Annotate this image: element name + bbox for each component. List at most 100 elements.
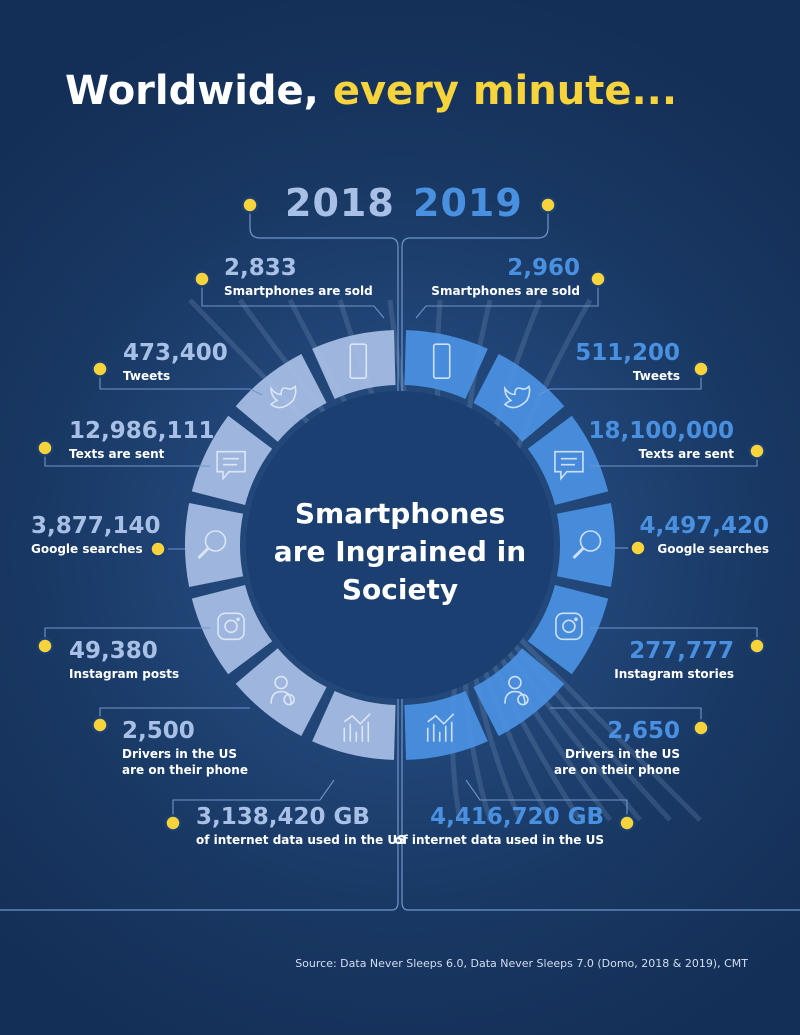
stat-value-2019-twitter-bird: 511,200: [575, 340, 680, 366]
stat-value-2018-instagram: 49,380: [69, 638, 158, 664]
driver-icon-2018: [270, 675, 295, 706]
stat-connector-2018-data-chart: [172, 779, 335, 823]
center-heading: Smartphones are Ingrained in Society: [273, 497, 527, 606]
stat-connector-2019-smartphone: [415, 279, 599, 319]
ring-segment-2018-search: [184, 503, 244, 587]
stat-connector-2018-twitter-bird: [99, 369, 263, 396]
stat-2019-text-message: 18,100,000 Texts are sent: [494, 418, 734, 462]
bullet-dot-2018-twitter-bird: [91, 360, 109, 378]
text-message-icon-2018: [216, 450, 246, 481]
connector-lines: [0, 212, 800, 911]
stat-label-2019-smartphone: Smartphones are sold: [431, 284, 580, 298]
data-chart-icon-2018: [343, 713, 371, 742]
stat-connector-2019-data-chart: [465, 779, 628, 823]
bullet-dot-2018-search: [149, 540, 167, 558]
twitter-bird-icon-2019: [503, 384, 531, 409]
stat-value-2018-data-chart: 3,138,420 GB: [196, 804, 370, 830]
bullet-dot-2019-driver: [692, 719, 710, 737]
stat-label-2018-instagram: Instagram posts: [69, 667, 180, 681]
bullet-dot-2018-driver: [91, 716, 109, 734]
stat-value-2018-search: 3,877,140: [31, 513, 161, 539]
stat-value-2018-text-message: 12,986,111: [69, 418, 215, 444]
text-message-icon-2019: [554, 450, 584, 481]
bullet-dot-2018-data-chart: [164, 814, 182, 832]
stat-value-2018-smartphone: 2,833: [224, 255, 297, 281]
stat-2018-twitter-bird: 473,400 Tweets: [123, 340, 363, 384]
stat-2019-search: 4,497,420 Google searches: [529, 513, 770, 557]
stat-label-2019-search: Google searches: [657, 542, 769, 556]
bullet-dot-2018-text-message: [36, 439, 54, 457]
bullet-dot-2019-data-chart: [618, 814, 636, 832]
year-2019-header: 2019: [413, 181, 523, 225]
ring-segment-2019-twitter-bird: [473, 353, 565, 442]
stat-value-2019-instagram: 277,777: [629, 638, 734, 664]
ring-segment-2018-instagram: [191, 584, 273, 675]
ring-segment-2019-instagram: [527, 584, 609, 675]
stat-2018-driver: 2,500 Drivers in the US are on their phon…: [122, 718, 362, 778]
search-icon-2019: [572, 530, 602, 560]
stat-value-2019-driver: 2,650: [607, 718, 680, 744]
stat-label-2019-driver: Drivers in the US are on their phone: [554, 747, 680, 777]
ring-segment-2018-text-message: [191, 415, 273, 506]
year-2018-header: 2018: [285, 181, 395, 225]
stat-connector-2019-twitter-bird: [537, 369, 702, 396]
bullet-dot-year-2019: [539, 196, 557, 214]
bullet-dot-2019-instagram: [748, 637, 766, 655]
instagram-icon-2018: [217, 612, 245, 641]
stat-value-2019-smartphone: 2,960: [507, 255, 580, 281]
center-circle: [246, 391, 554, 699]
stat-value-2018-twitter-bird: 473,400: [123, 340, 228, 366]
search-icon-2018: [197, 530, 227, 560]
stat-label-2018-smartphone: Smartphones are sold: [224, 284, 373, 298]
stat-2019-driver: 2,650 Drivers in the US are on their phon…: [440, 718, 680, 778]
stat-value-2019-data-chart: 4,416,720 GB: [430, 804, 604, 830]
stat-value-2019-text-message: 18,100,000: [588, 418, 734, 444]
stat-2018-smartphone: 2,833 Smartphones are sold: [224, 255, 464, 299]
smartphone-icon-2019: [432, 343, 451, 380]
stat-label-2018-twitter-bird: Tweets: [123, 369, 171, 383]
page-title: Worldwide, every minute...: [65, 68, 677, 114]
driver-icon-2019: [504, 675, 529, 706]
stat-value-2018-driver: 2,500: [122, 718, 195, 744]
stat-2018-instagram: 49,380 Instagram posts: [69, 638, 309, 682]
ring-segment-2018-data-chart: [312, 691, 396, 760]
ring-segment-2019-smartphone: [404, 330, 488, 399]
bullet-dot-2019-twitter-bird: [692, 360, 710, 378]
stat-label-2018-text-message: Texts are sent: [69, 447, 165, 461]
source-note: Source: Data Never Sleeps 6.0, Data Neve…: [295, 957, 748, 970]
bullet-dot-2018-smartphone: [193, 270, 211, 288]
stat-label-2019-data-chart: of internet data used in the US: [394, 833, 604, 847]
stat-2019-instagram: 277,777 Instagram stories: [494, 638, 734, 682]
stat-2018-search: 3,877,140 Google searches: [31, 513, 271, 557]
title-part-2: every minute...: [332, 68, 678, 114]
ring-segment-2018-smartphone: [312, 330, 396, 399]
stat-2018-data-chart: 3,138,420 GB of internet data used in the…: [196, 804, 436, 848]
stat-2019-smartphone: 2,960 Smartphones are sold: [340, 255, 580, 299]
bullet-dot-2019-text-message: [748, 442, 766, 460]
title-part-1: Worldwide,: [65, 68, 319, 114]
twitter-bird-icon-2018: [269, 384, 297, 409]
bullet-dot-2019-smartphone: [589, 270, 607, 288]
stat-2019-data-chart: 4,416,720 GB of internet data used in the…: [364, 804, 604, 848]
stat-value-2019-search: 4,497,420: [639, 513, 770, 539]
stat-2018-text-message: 12,986,111 Texts are sent: [69, 418, 309, 462]
stat-2019-twitter-bird: 511,200 Tweets: [440, 340, 680, 384]
stat-connector-2018-smartphone: [201, 279, 385, 319]
instagram-icon-2019: [555, 612, 583, 641]
stat-label-2019-text-message: Texts are sent: [638, 447, 734, 461]
bullet-dot-year-2018: [241, 196, 259, 214]
right-spine-line: [401, 212, 800, 911]
stat-label-2019-twitter-bird: Tweets: [632, 369, 680, 383]
left-spine-line: [0, 212, 399, 911]
stat-label-2018-data-chart: of internet data used in the US: [196, 833, 406, 847]
bullet-dot-2018-instagram: [36, 637, 54, 655]
stat-label-2018-search: Google searches: [31, 542, 143, 556]
bullet-dot-2019-search: [629, 539, 647, 557]
data-chart-icon-2019: [426, 713, 455, 742]
ring-segment-2019-search: [556, 503, 615, 587]
stat-label-2019-instagram: Instagram stories: [614, 667, 734, 681]
ring-segment-2019-data-chart: [404, 691, 488, 760]
ring-segment-2019-text-message: [527, 415, 609, 506]
ring-segment-2018-twitter-bird: [235, 353, 327, 442]
